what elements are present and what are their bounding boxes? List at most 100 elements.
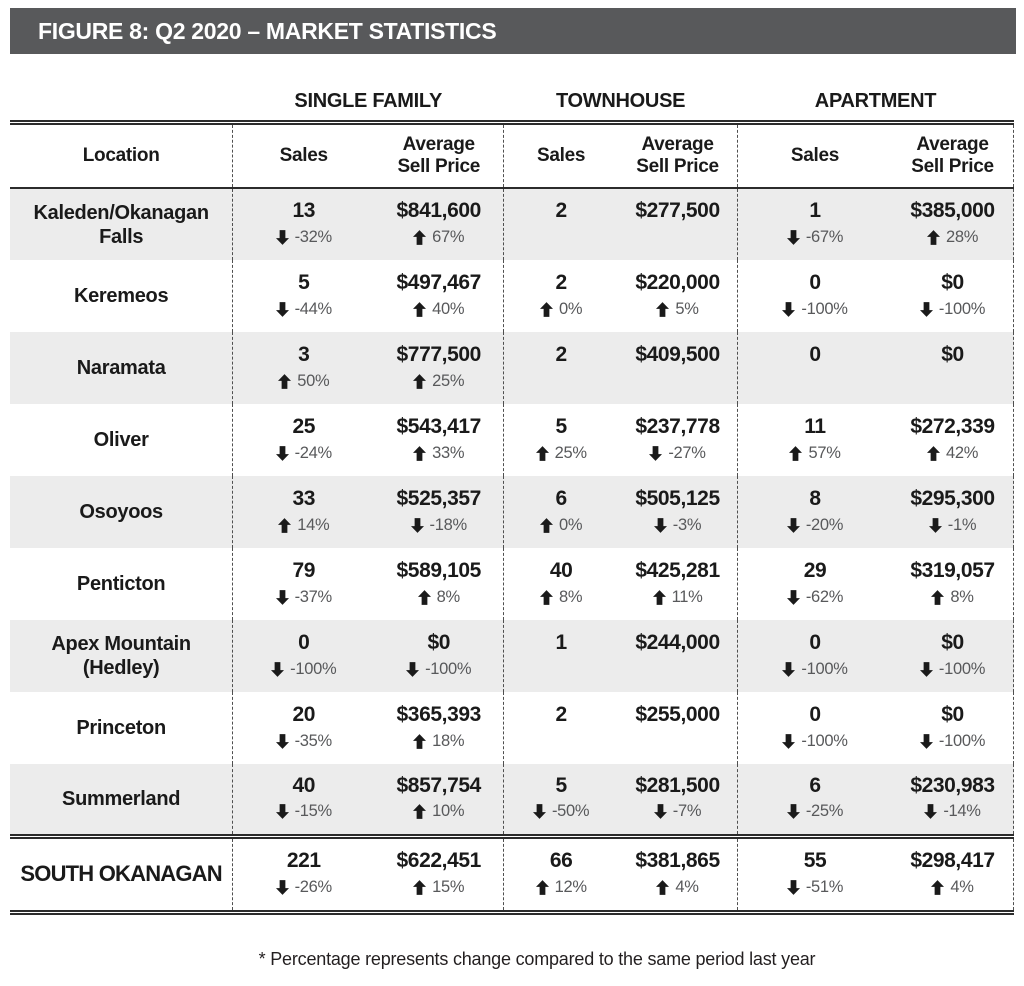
stat-value: $365,393 xyxy=(396,702,482,726)
stat-change: -18% xyxy=(374,514,503,536)
stat-cell: 29 -62% xyxy=(736,548,893,620)
stat-value: 2 xyxy=(555,199,567,223)
location-cell: Kaleden/Okanagan Falls xyxy=(33,201,210,248)
total-row: SOUTH OKANAGAN 221 -26% $622,451 15% 66 … xyxy=(10,833,1015,915)
change-percent: -7% xyxy=(672,802,702,821)
group-header-single-family: SINGLE FAMILY xyxy=(232,86,504,125)
stat-value: $589,105 xyxy=(396,558,482,582)
stat-value: $497,467 xyxy=(396,270,482,294)
change-percent: 14% xyxy=(297,515,330,534)
stat-change: -37% xyxy=(233,586,374,608)
stat-value: $543,417 xyxy=(396,414,482,438)
stat-change xyxy=(504,370,618,392)
change-percent: 0% xyxy=(559,515,583,534)
down-arrow-icon xyxy=(275,589,289,605)
stat-cell: 0 -100% xyxy=(736,260,893,332)
stat-change: -1% xyxy=(892,514,1013,536)
stat-cell: $255,000 xyxy=(618,692,737,764)
stat-value: 2 xyxy=(555,342,567,366)
stat-cell: $385,000 28% xyxy=(892,188,1015,260)
header-th-price: Average Sell Price xyxy=(618,122,738,189)
stat-value: 40 xyxy=(549,558,573,582)
header-location: Location xyxy=(10,122,233,189)
location-cell: Summerland xyxy=(62,787,181,810)
stat-value: $0 xyxy=(427,630,450,654)
stat-cell: $244,000 xyxy=(618,620,737,692)
stat-value: 3 xyxy=(298,342,310,366)
stat-change xyxy=(618,227,737,249)
header-th-sales: Sales xyxy=(503,122,619,189)
stat-cell: $295,300 -1% xyxy=(892,476,1015,548)
change-percent: -35% xyxy=(294,731,333,750)
up-arrow-icon xyxy=(656,879,670,895)
down-arrow-icon xyxy=(275,804,289,820)
stat-change: 5% xyxy=(618,298,737,320)
stat-change xyxy=(618,730,737,752)
change-percent: -14% xyxy=(943,802,981,821)
stat-change: -35% xyxy=(233,730,374,752)
down-arrow-icon xyxy=(782,301,796,317)
stat-cell: 221 -26% xyxy=(232,833,375,915)
stat-cell: $381,865 4% xyxy=(618,833,738,915)
stat-change: -62% xyxy=(738,586,892,608)
down-arrow-icon xyxy=(649,445,663,461)
up-arrow-icon xyxy=(413,301,427,317)
header-sf-price: Average Sell Price xyxy=(374,122,504,189)
down-arrow-icon xyxy=(786,879,800,895)
stat-change: 33% xyxy=(374,442,503,464)
change-percent: -100% xyxy=(938,659,986,678)
stat-change: 14% xyxy=(233,514,374,536)
change-percent: -50% xyxy=(551,802,590,821)
stat-value: 2 xyxy=(555,702,567,726)
stat-cell: $589,105 8% xyxy=(374,548,503,620)
footnote: * Percentage represents change compared … xyxy=(258,948,816,969)
stat-value: 55 xyxy=(803,848,827,872)
stat-change: 8% xyxy=(504,586,618,608)
stat-cell: 5 -50% xyxy=(503,764,619,836)
down-arrow-icon xyxy=(786,804,800,820)
stat-value: $255,000 xyxy=(635,702,720,726)
stat-value: $272,339 xyxy=(910,414,995,438)
stat-cell: $0 -100% xyxy=(892,692,1015,764)
stat-change: -15% xyxy=(233,801,374,823)
stat-cell: $365,393 18% xyxy=(374,692,503,764)
change-percent: -37% xyxy=(294,587,333,606)
stat-cell: $0 -100% xyxy=(892,260,1015,332)
stat-cell: 40 8% xyxy=(503,548,619,620)
stat-cell: 2 xyxy=(503,188,619,260)
down-arrow-icon xyxy=(271,661,285,677)
stat-change xyxy=(504,227,618,249)
change-percent: 25% xyxy=(432,371,465,390)
stat-cell: 0 -100% xyxy=(232,620,375,692)
change-percent: 11% xyxy=(671,587,703,606)
location-cell: Penticton xyxy=(76,573,166,595)
stat-change: 8% xyxy=(374,586,503,608)
stat-cell: 1 -67% xyxy=(736,188,893,260)
location-cell: Princeton xyxy=(76,717,166,739)
up-arrow-icon xyxy=(535,879,549,895)
column-header-row: Location Sales Average Sell Price Sales … xyxy=(10,122,1015,189)
down-arrow-icon xyxy=(919,661,933,677)
stat-cell: 8 -20% xyxy=(736,476,893,548)
stat-cell: 55 -51% xyxy=(736,833,893,915)
stat-change: -20% xyxy=(738,514,892,536)
stat-cell: 13 -32% xyxy=(232,188,375,260)
up-arrow-icon xyxy=(417,589,431,605)
up-arrow-icon xyxy=(656,301,670,317)
stat-value: 40 xyxy=(292,773,316,797)
stat-change: -32% xyxy=(233,227,374,249)
stat-value: 5 xyxy=(555,414,567,438)
stat-value: $505,125 xyxy=(635,486,720,510)
change-percent: -67% xyxy=(805,228,844,247)
stat-change: -100% xyxy=(892,298,1013,320)
stat-change xyxy=(738,370,892,392)
stat-cell: 5 25% xyxy=(503,404,619,476)
stat-value: 79 xyxy=(292,558,316,582)
stat-cell: $0 -100% xyxy=(374,620,503,692)
stat-value: $295,300 xyxy=(910,486,995,510)
stat-value: $237,778 xyxy=(635,414,720,438)
change-percent: -100% xyxy=(801,299,848,318)
down-arrow-icon xyxy=(919,733,933,749)
group-header-apartment: APARTMENT xyxy=(737,86,1014,125)
stat-value: $298,417 xyxy=(910,848,995,872)
